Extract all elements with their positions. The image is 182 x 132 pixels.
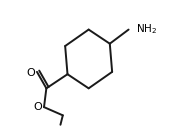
Text: NH$_2$: NH$_2$ (136, 23, 157, 36)
Text: O: O (33, 102, 42, 112)
Text: O: O (26, 68, 35, 78)
